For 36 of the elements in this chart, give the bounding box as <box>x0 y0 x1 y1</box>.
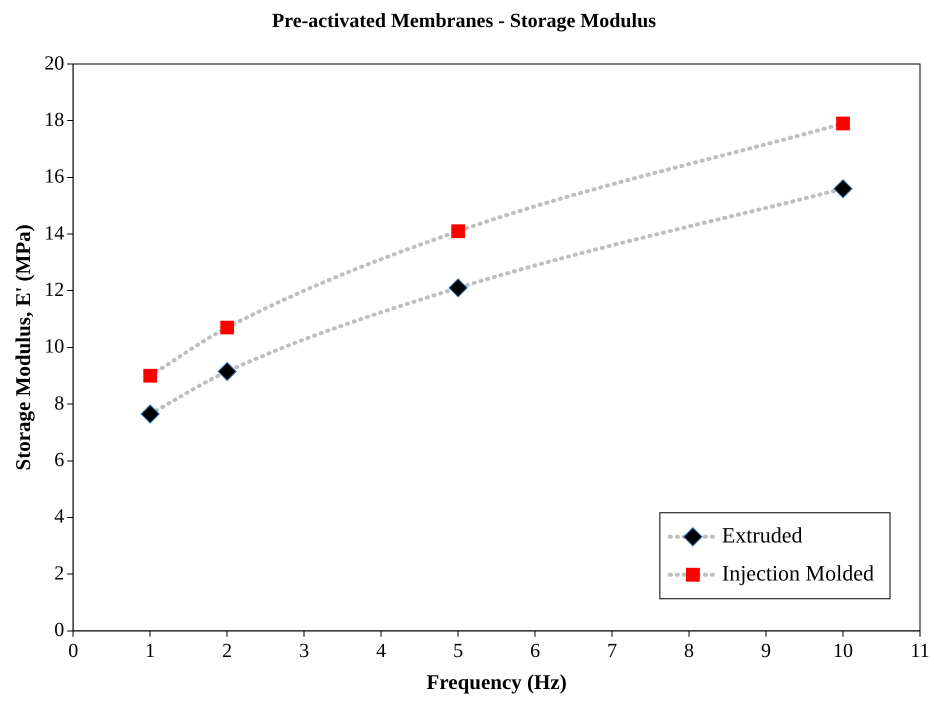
y-tick-label: 10 <box>44 336 64 358</box>
x-tick-label: 2 <box>222 640 232 662</box>
y-tick-label: 8 <box>54 392 64 414</box>
legend-label: Injection Molded <box>722 560 874 586</box>
y-tick-label: 0 <box>54 619 64 642</box>
x-tick-label: 0 <box>68 640 78 662</box>
x-axis-title: Frequency (Hz) <box>426 670 567 694</box>
point <box>140 404 160 424</box>
x-tick-label: 6 <box>530 640 540 662</box>
legend-label: Extruded <box>722 522 803 548</box>
x-tick-label: 11 <box>910 640 930 662</box>
point <box>448 278 468 298</box>
y-tick-label: 4 <box>54 506 64 528</box>
x-tick-label: 5 <box>453 640 464 662</box>
x-tick-label: 10 <box>833 640 854 662</box>
y-axis-title: Storage Modulus, E' (MPa) <box>11 224 36 470</box>
point <box>451 224 465 238</box>
chart-title: Pre-activated Membranes - Storage Modulus <box>272 10 656 32</box>
y-tick-label: 12 <box>44 278 64 301</box>
x-tick-label: 3 <box>299 640 310 662</box>
point <box>218 362 237 381</box>
y-tick-label: 16 <box>44 166 64 188</box>
y-tick-label: 14 <box>44 222 64 244</box>
y-tick-label: 18 <box>44 108 64 131</box>
x-tick-label: 4 <box>376 640 386 662</box>
point <box>836 116 850 130</box>
y-tick-label: 6 <box>54 449 64 472</box>
x-tick-label: 8 <box>684 640 694 662</box>
x-tick-label: 1 <box>145 640 156 662</box>
x-tick-label: 9 <box>761 640 772 662</box>
point <box>834 179 853 198</box>
y-tick-label: 20 <box>44 52 64 74</box>
x-tick-label: 7 <box>607 640 618 662</box>
point <box>143 368 158 383</box>
y-tick-label: 2 <box>54 562 64 584</box>
point <box>220 320 234 334</box>
